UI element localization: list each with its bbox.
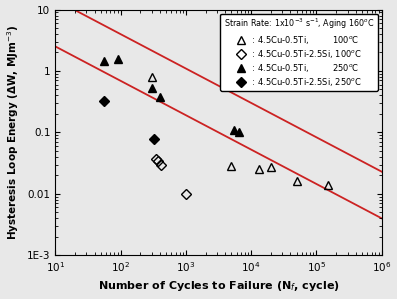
Line:  : 4.5Cu-0.5Ti-2.5Si, 100$^o$C: : 4.5Cu-0.5Ti-2.5Si, 100$^o$C (152, 155, 189, 197)
Line:  : 4.5Cu-0.5Ti,         250$^o$C: : 4.5Cu-0.5Ti, 250$^o$C (99, 55, 243, 137)
Y-axis label: Hysteresis Loop Energy (ΔW, MJm$^{-3}$): Hysteresis Loop Energy (ΔW, MJm$^{-3}$) (6, 25, 21, 240)
 : 4.5Cu-0.5Ti-2.5Si, 100$^o$C: (1e+03, 0.01): 4.5Cu-0.5Ti-2.5Si, 100$^o$C: (1e+03, 0.0… (183, 192, 188, 196)
 : 4.5Cu-0.5Ti,         250$^o$C: (5.5e+03, 0.11): 4.5Cu-0.5Ti, 250$^o$C: (5.5e+03, 0.11) (232, 128, 237, 132)
 : 4.5Cu-0.5Ti,         100$^o$C: (300, 0.8): 4.5Cu-0.5Ti, 100$^o$C: (300, 0.8) (149, 75, 154, 79)
 : 4.5Cu-0.5Ti,         100$^o$C: (2e+04, 0.027): 4.5Cu-0.5Ti, 100$^o$C: (2e+04, 0.027) (268, 166, 273, 169)
 : 4.5Cu-0.5Ti,         250$^o$C: (55, 1.45): 4.5Cu-0.5Ti, 250$^o$C: (55, 1.45) (101, 59, 106, 63)
 : 4.5Cu-0.5Ti,         100$^o$C: (1.3e+04, 0.025): 4.5Cu-0.5Ti, 100$^o$C: (1.3e+04, 0.025) (256, 167, 261, 171)
X-axis label: Number of Cycles to Failure (N$_f$, cycle): Number of Cycles to Failure (N$_f$, cycl… (98, 280, 339, 293)
 : 4.5Cu-0.5Ti,         100$^o$C: (5e+04, 0.016): 4.5Cu-0.5Ti, 100$^o$C: (5e+04, 0.016) (295, 179, 299, 183)
 : 4.5Cu-0.5Ti-2.5Si, 100$^o$C: (350, 0.037): 4.5Cu-0.5Ti-2.5Si, 100$^o$C: (350, 0.037… (154, 157, 158, 161)
Line:  : 4.5Cu-0.5Ti,         100$^o$C: : 4.5Cu-0.5Ti, 100$^o$C (148, 73, 332, 189)
 : 4.5Cu-0.5Ti,         250$^o$C: (6.5e+03, 0.1): 4.5Cu-0.5Ti, 250$^o$C: (6.5e+03, 0.1) (237, 131, 241, 134)
 : 4.5Cu-0.5Ti,         250$^o$C: (90, 1.55): 4.5Cu-0.5Ti, 250$^o$C: (90, 1.55) (115, 57, 120, 61)
 : 4.5Cu-0.5Ti-2.5Si, 100$^o$C: (420, 0.03): 4.5Cu-0.5Ti-2.5Si, 100$^o$C: (420, 0.03) (159, 163, 164, 166)
 : 4.5Cu-0.5Ti,         100$^o$C: (5e+03, 0.028): 4.5Cu-0.5Ti, 100$^o$C: (5e+03, 0.028) (229, 164, 234, 168)
 : 4.5Cu-0.5Ti,         100$^o$C: (1.5e+05, 0.014): 4.5Cu-0.5Ti, 100$^o$C: (1.5e+05, 0.014) (326, 183, 330, 187)
 : 4.5Cu-0.5Ti-2.5Si, 100$^o$C: (380, 0.034): 4.5Cu-0.5Ti-2.5Si, 100$^o$C: (380, 0.034… (156, 159, 161, 163)
 : 4.5Cu-0.5Ti-2.5Si, 250$^o$C: (55, 0.32): 4.5Cu-0.5Ti-2.5Si, 250$^o$C: (55, 0.32) (101, 100, 106, 103)
 : 4.5Cu-0.5Ti-2.5Si, 250$^o$C: (320, 0.078): 4.5Cu-0.5Ti-2.5Si, 250$^o$C: (320, 0.078… (151, 137, 156, 141)
 : 4.5Cu-0.5Ti,         250$^o$C: (400, 0.38): 4.5Cu-0.5Ti, 250$^o$C: (400, 0.38) (158, 95, 162, 99)
Line:  : 4.5Cu-0.5Ti-2.5Si, 250$^o$C: : 4.5Cu-0.5Ti-2.5Si, 250$^o$C (100, 98, 157, 143)
Legend:  : 4.5Cu-0.5Ti,         100$^o$C,  : 4.5Cu-0.5Ti-2.5Si, 100$^o$C,  : 4.5Cu-0.5Ti: : 4.5Cu-0.5Ti, 100$^o$C, : 4.5Cu-0.5Ti-2… (220, 14, 378, 91)
 : 4.5Cu-0.5Ti,         250$^o$C: (300, 0.52): 4.5Cu-0.5Ti, 250$^o$C: (300, 0.52) (149, 87, 154, 90)
